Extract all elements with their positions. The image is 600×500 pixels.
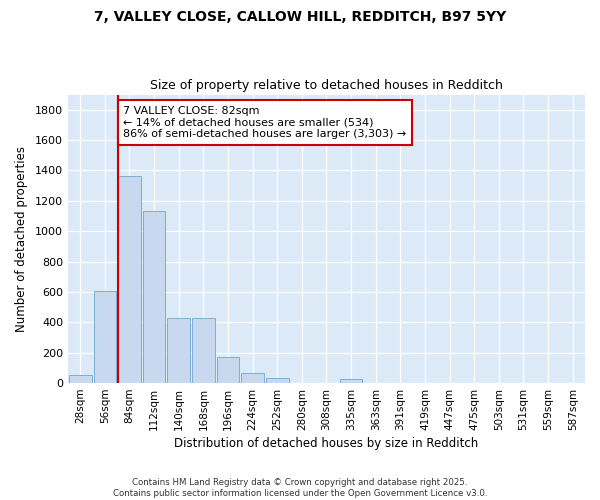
Bar [94,291,116,383]
Bar [241,373,264,383]
X-axis label: Distribution of detached houses by size in Redditch: Distribution of detached houses by size … [175,437,479,450]
Y-axis label: Number of detached properties: Number of detached properties [15,146,28,332]
Bar [340,380,362,383]
Bar [266,378,289,383]
Bar [69,374,92,383]
Bar [217,358,239,383]
Text: 7, VALLEY CLOSE, CALLOW HILL, REDDITCH, B97 5YY: 7, VALLEY CLOSE, CALLOW HILL, REDDITCH, … [94,10,506,24]
Text: Contains HM Land Registry data © Crown copyright and database right 2025.
Contai: Contains HM Land Registry data © Crown c… [113,478,487,498]
Text: 7 VALLEY CLOSE: 82sqm
← 14% of detached houses are smaller (534)
86% of semi-det: 7 VALLEY CLOSE: 82sqm ← 14% of detached … [123,106,406,139]
Bar [167,318,190,383]
Bar [192,318,215,383]
Bar [118,176,141,383]
Bar [143,212,166,383]
Title: Size of property relative to detached houses in Redditch: Size of property relative to detached ho… [150,79,503,92]
